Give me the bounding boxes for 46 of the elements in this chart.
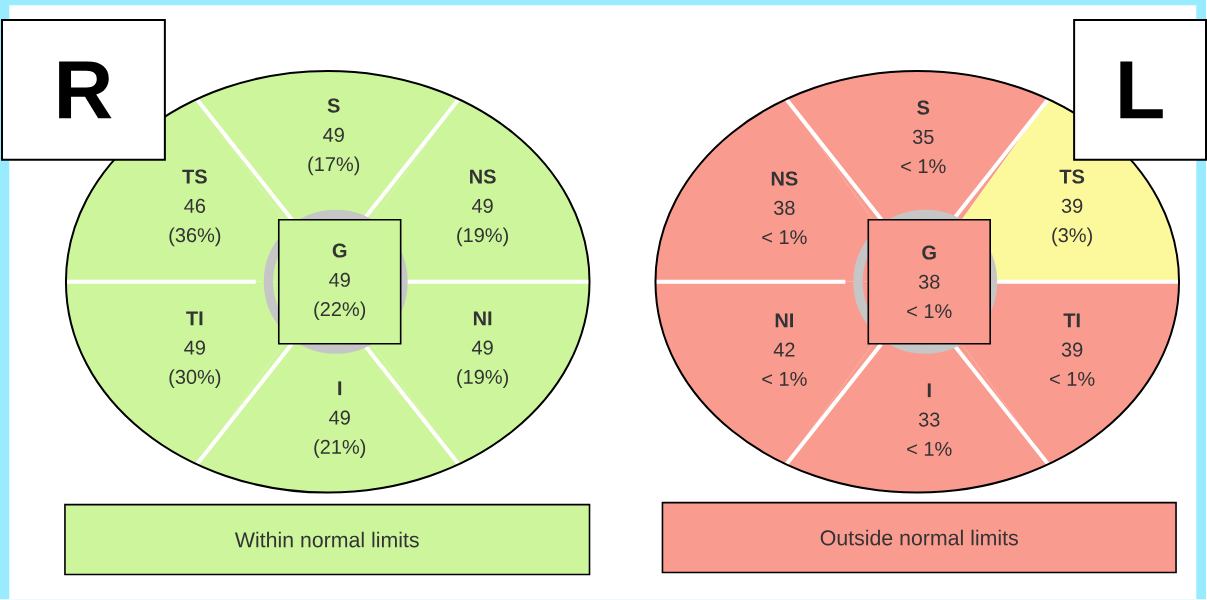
- data-label: 33: [918, 412, 940, 427]
- data-label: 49: [184, 340, 205, 355]
- data-label: 49: [471, 199, 493, 214]
- category-label: TI: [186, 311, 203, 326]
- data-label: 49: [329, 410, 350, 425]
- text: Within normal limits: [234, 531, 419, 548]
- category-label: TI: [1063, 313, 1080, 328]
- text: Outside normal limits: [820, 529, 1018, 546]
- text: (21%): [314, 439, 366, 459]
- text: (36%): [169, 227, 221, 247]
- category-label: S: [327, 98, 340, 113]
- text: < 1%: [907, 304, 952, 319]
- text: (19%): [457, 227, 508, 247]
- text: R: [59, 61, 112, 119]
- category-label: NS: [771, 171, 798, 186]
- data-label: 35: [912, 130, 934, 145]
- category-label: TS: [182, 169, 207, 184]
- data-label: 42: [773, 342, 795, 357]
- text: < 1%: [901, 159, 946, 174]
- data-label: 39: [1061, 342, 1083, 357]
- text: (17%): [308, 156, 360, 176]
- category-label: NI: [473, 311, 492, 326]
- text: (3%): [1052, 227, 1092, 247]
- data-label: 49: [323, 128, 344, 143]
- category-label: G: [922, 245, 936, 260]
- category-label: TS: [1059, 169, 1085, 184]
- text: (22%): [314, 301, 366, 321]
- text: (30%): [169, 369, 221, 389]
- category-label: NS: [470, 169, 496, 184]
- text: L: [1120, 61, 1163, 119]
- data-label: 49: [329, 272, 350, 288]
- category-label: I: [338, 381, 342, 396]
- category-label: G: [332, 243, 347, 258]
- text: < 1%: [1050, 372, 1095, 387]
- category-label: NI: [775, 313, 794, 328]
- data-label: 46: [184, 199, 206, 214]
- text: (19%): [457, 369, 508, 389]
- category-label: S: [917, 100, 930, 115]
- data-label: 38: [774, 201, 795, 216]
- text: < 1%: [762, 230, 807, 245]
- text: < 1%: [907, 442, 952, 457]
- category-label: I: [927, 383, 931, 398]
- data-label: 39: [1061, 199, 1083, 214]
- data-label: 38: [918, 274, 940, 290]
- text: < 1%: [762, 372, 807, 387]
- data-label: 49: [471, 340, 493, 355]
